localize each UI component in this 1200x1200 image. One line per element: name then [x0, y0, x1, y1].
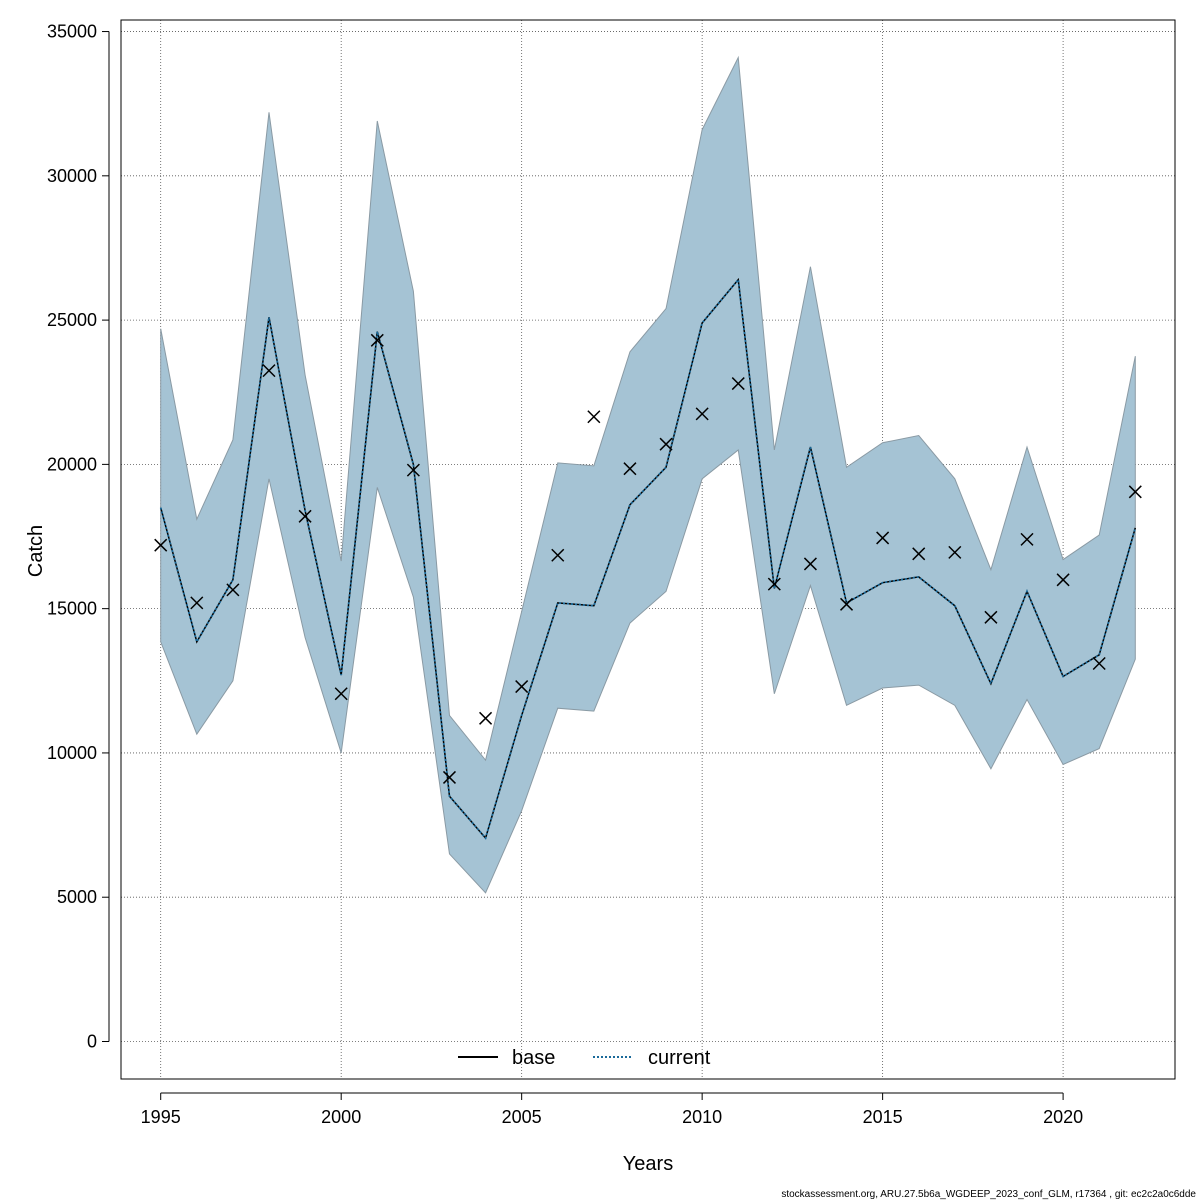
- x-tick-label: 2000: [321, 1107, 361, 1127]
- x-tick-label: 2010: [682, 1107, 722, 1127]
- observed-point: [948, 545, 962, 559]
- grid: [121, 20, 1175, 1079]
- observed-point: [659, 437, 673, 451]
- observed-point: [1020, 532, 1034, 546]
- series-lines: [159, 277, 1137, 840]
- observed-point: [190, 596, 204, 610]
- observed-point: [839, 597, 854, 611]
- y-tick-label: 20000: [47, 454, 97, 474]
- observed-point: [623, 462, 637, 476]
- observed-point: [695, 407, 709, 421]
- series-line-current: [159, 277, 1137, 840]
- observed-point: [587, 410, 601, 424]
- observed-point: [731, 377, 745, 391]
- confidence-band-area: [160, 55, 1136, 894]
- y-tick-label: 10000: [47, 743, 97, 763]
- y-tick-label: 30000: [47, 166, 97, 186]
- observed-point: [154, 538, 168, 552]
- observed-point: [226, 583, 240, 597]
- observed-point: [551, 548, 565, 562]
- x-axis-title: Years: [623, 1153, 673, 1175]
- observed-point: [1092, 656, 1106, 671]
- observed-point: [767, 577, 781, 591]
- x-axis: 1995 2000 2005 2010 2015 2020: [141, 1092, 1083, 1127]
- legend: base current: [458, 1047, 711, 1069]
- confidence-band: [160, 55, 1136, 894]
- observed-point: [334, 687, 348, 701]
- observed-point: [912, 547, 926, 561]
- y-tick-label: 0: [87, 1031, 97, 1051]
- observed-point: [479, 711, 493, 725]
- x-tick-label: 2005: [502, 1107, 542, 1127]
- legend-base-label: base: [512, 1047, 555, 1069]
- observed-point: [442, 770, 457, 784]
- observed-point: [876, 531, 890, 545]
- observed-point: [984, 610, 998, 624]
- legend-current-label: current: [648, 1047, 711, 1069]
- observed-point: [298, 509, 312, 523]
- y-tick-label: 15000: [47, 599, 97, 619]
- observed-point: [370, 333, 384, 347]
- x-tick-label: 2015: [863, 1107, 903, 1127]
- observed-point: [406, 463, 420, 477]
- plot-frame: [120, 19, 1176, 1080]
- y-axis: 0 5000 10000 15000 20000 25000 30000 35000: [47, 22, 110, 1051]
- observed-point: [1056, 573, 1070, 587]
- y-tick-label: 25000: [47, 310, 97, 330]
- y-tick-label: 5000: [57, 887, 97, 907]
- observed-markers: [154, 333, 1142, 784]
- observed-point: [803, 557, 817, 571]
- x-tick-label: 1995: [141, 1107, 181, 1127]
- footer-note: stockassessment.org, ARU.27.5b6a_WGDEEP_…: [781, 1189, 1196, 1200]
- y-axis-title: Catch: [25, 525, 47, 577]
- observed-point: [1128, 485, 1142, 499]
- observed-point: [262, 364, 276, 378]
- y-tick-label: 35000: [47, 22, 97, 42]
- x-tick-label: 2020: [1043, 1107, 1083, 1127]
- observed-point: [515, 680, 529, 694]
